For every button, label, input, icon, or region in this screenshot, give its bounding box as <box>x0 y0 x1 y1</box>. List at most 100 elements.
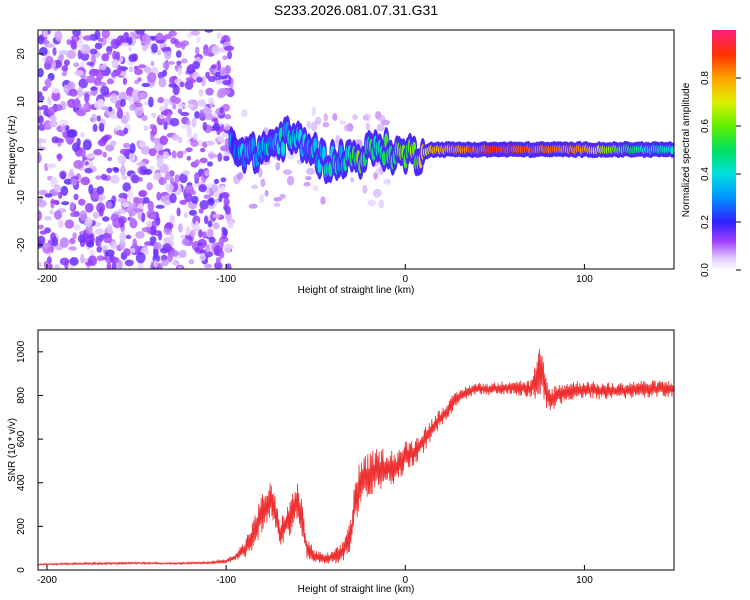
spectrogram-noise-blob <box>179 81 185 88</box>
spectrogram-noise-blob <box>106 45 113 53</box>
spectrogram-noise-blob <box>218 250 225 259</box>
y-tick-label: -20 <box>16 237 27 252</box>
spectrogram-noise-blob <box>77 86 83 98</box>
y-tick-label: -10 <box>16 190 27 205</box>
spectrogram-noise-blob <box>185 147 193 153</box>
spectrogram-noise-blob <box>207 220 213 228</box>
spectrogram-noise-blob <box>222 55 228 60</box>
spectrogram-noise-blob <box>311 106 317 117</box>
spectrogram-noise-blob <box>191 117 197 128</box>
spectrogram-noise-blob <box>207 75 216 83</box>
spectrogram-noise-blob <box>162 151 170 160</box>
spectrogram-noise-blob <box>163 121 168 130</box>
spectrogram-noise-blob <box>310 121 318 132</box>
spectrogram-noise-blob <box>198 88 204 97</box>
spectrogram-noise-blob <box>152 124 158 136</box>
spectrogram-noise-blob <box>38 195 43 203</box>
spectrogram-noise-blob <box>38 35 45 45</box>
spectrogram-noise-blob <box>183 212 189 219</box>
spectrogram-noise-blob <box>190 229 196 238</box>
spectrogram-noise-blob <box>141 115 148 121</box>
spectrogram-noise-blob <box>180 111 190 117</box>
spectrogram-noise-blob <box>188 209 197 216</box>
spectrogram-noise-blob <box>69 257 79 266</box>
spectrogram-noise-blob <box>206 186 210 197</box>
spectrogram-noise-blob <box>130 247 136 254</box>
spectrogram-noise-blob <box>67 98 77 109</box>
spectrogram-noise-blob <box>207 161 213 167</box>
spectrogram-noise-blob <box>89 48 98 55</box>
spectrogram-noise-blob <box>176 207 181 217</box>
spectrogram-noise-blob <box>171 150 177 159</box>
spectrogram-noise-blob <box>144 66 151 74</box>
spectrogram-noise-blob <box>38 235 46 246</box>
spectrogram-noise-blob <box>96 115 101 122</box>
snr-y-label: SNR (10 * v/v) <box>7 418 18 482</box>
spectrogram-noise-blob <box>148 96 154 108</box>
spectrogram-noise-blob <box>69 168 74 177</box>
spectrogram-noise-blob <box>119 239 126 250</box>
spectrogram-noise-blob <box>168 60 176 65</box>
spectrogram-noise-blob <box>135 231 145 239</box>
spectrogram-noise-blob <box>72 142 80 152</box>
spectrogram-noise-blob <box>112 50 117 61</box>
spectrogram-noise-blob <box>119 71 127 76</box>
spectrogram-noise-blob <box>205 87 214 96</box>
spectrogram-noise-blob <box>141 227 151 233</box>
spectrogram-noise-blob <box>55 30 63 42</box>
spectrogram-noise-blob <box>96 186 105 195</box>
spectrogram-noise-blob <box>103 233 112 244</box>
spectrogram-noise-blob <box>47 263 53 269</box>
spectrogram-noise-blob <box>220 145 230 152</box>
spectrogram-noise-blob <box>202 231 207 239</box>
spectrogram-noise-blob <box>161 259 169 267</box>
spectrogram-noise-blob <box>59 170 67 180</box>
spectrogram-noise-blob <box>177 67 183 77</box>
spectrogram-noise-blob <box>101 30 110 39</box>
spectrogram-noise-blob <box>172 104 177 110</box>
spectrogram-noise-blob <box>66 39 72 45</box>
spectrogram-noise-blob <box>120 42 129 47</box>
spectrogram-noise-blob <box>97 240 102 247</box>
snr-line <box>38 349 674 566</box>
y-tick-label: 400 <box>16 474 27 491</box>
spectrogram-noise-blob <box>47 106 56 116</box>
spectrogram-noise-blob <box>133 196 139 204</box>
spectrogram-noise-blob <box>180 234 186 239</box>
spectrogram-noise-blob <box>106 261 112 269</box>
spectrogram-noise-blob <box>194 159 200 166</box>
spectrogram-noise-blob <box>118 208 125 214</box>
spectrogram-noise-blob <box>126 95 132 101</box>
spectrogram-noise-blob <box>149 236 157 243</box>
spectrogram-noise-blob <box>332 113 338 121</box>
spectrogram-noise-blob <box>199 254 207 262</box>
spectrogram-noise-blob <box>166 112 172 119</box>
spectrogram-noise-blob <box>121 175 128 180</box>
spectrogram-noise-blob <box>134 105 144 117</box>
spectrogram-noise-blob <box>153 242 162 250</box>
colorbar: 0.0 0.2 0.4 0.6 0.8 Normalized spectral ampl… <box>681 30 741 277</box>
spectrogram-noise-blob <box>177 265 183 269</box>
spectrogram-x-label: Height of straight line (km) <box>298 285 415 296</box>
spectrogram-noise-blob <box>102 216 110 222</box>
spectrogram-noise-blob <box>177 103 186 108</box>
spectrogram-noise-blob <box>58 219 64 229</box>
spectrogram-noise-blob <box>218 75 228 80</box>
spectrogram-noise-blob <box>179 199 187 205</box>
spectrogram-noise-blob <box>228 83 234 90</box>
spectrogram-noise-blob <box>98 122 105 132</box>
spectrogram-noise-blob <box>186 32 193 39</box>
x-tick-label: 0 <box>402 575 408 586</box>
spectrogram-noise-blob <box>106 167 113 174</box>
snr-x-ticks: -200 -100 0 100 <box>37 565 593 586</box>
spectrogram-noise-blob <box>169 117 180 127</box>
spectrogram-noise-blob <box>193 172 200 182</box>
spectrogram-noise-blob <box>204 113 214 121</box>
spectrogram-noise-blob <box>88 184 94 195</box>
spectrogram-noise-blob <box>138 92 147 99</box>
spectrogram-noise-blob <box>204 215 209 225</box>
spectrogram-noise-blob <box>164 33 172 40</box>
spectrogram-ridge-cell <box>280 141 286 157</box>
spectrogram-noise-blob <box>123 127 129 135</box>
spectrogram-noise-blob <box>184 192 193 203</box>
